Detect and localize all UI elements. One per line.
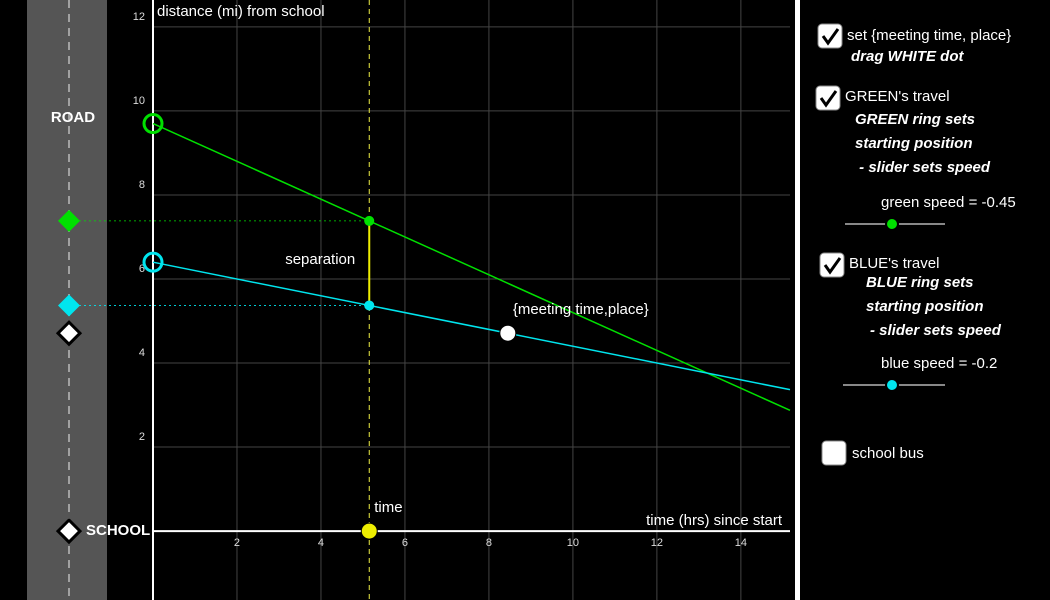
green-point [364,215,375,226]
hint: - slider sets speed [855,159,991,176]
checkbox-label[interactable]: set {meeting time, place} [847,27,1011,44]
slider-label: blue speed = -0.2 [881,355,997,372]
time-point[interactable] [360,522,378,540]
checkmark [821,28,840,46]
meeting-marker [55,320,83,347]
meeting-label: {meeting time,place} [513,301,649,318]
panel: set {meeting time, place} drag WHITE dot… [815,23,1016,466]
y-tick-label: 6 [139,263,145,275]
checkbox[interactable] [815,85,841,111]
hint: - slider sets speed [870,322,1002,339]
x-tick-label: 12 [651,537,663,549]
school-label: SCHOOL [86,522,150,539]
y-tick-label: 12 [133,11,145,23]
blue-point [364,300,375,311]
x-tick-label: 2 [234,537,240,549]
slider-knob[interactable] [885,378,899,392]
y-tick-label: 4 [139,347,145,359]
slider-knob[interactable] [885,217,899,231]
divider [795,0,800,600]
checkbox[interactable] [819,252,845,278]
checkbox-box [821,440,847,466]
x-tick-label: 4 [318,537,324,549]
x-tick-label: 14 [735,537,747,549]
checkbox[interactable] [817,23,843,49]
hint: starting position [855,135,973,152]
slider-label: green speed = -0.45 [881,194,1016,211]
green-line [152,122,791,412]
green-ring [142,113,164,135]
school-marker [55,517,83,545]
y-tick-label: 8 [139,179,145,191]
y-tick-label: 2 [139,431,145,443]
x-tick-label: 8 [486,537,492,549]
hint: BLUE ring sets [866,274,974,291]
x-tick-label: 6 [402,537,408,549]
checkbox-box [817,23,843,49]
checkbox-label[interactable]: school bus [852,445,924,462]
green-marker [58,209,80,232]
checkbox-box [815,85,841,111]
hint: GREEN ring sets [855,111,975,128]
road-label: ROAD [51,109,95,126]
y-axis-label: distance (mi) from school [157,3,325,20]
checkmark [823,257,842,275]
blue-ring [142,251,164,273]
checkmark [819,90,838,108]
checkbox[interactable] [821,440,847,466]
blue-line [152,261,791,391]
y-tick-label: 10 [133,95,145,107]
time-label: time [374,499,402,516]
x-axis-label: time (hrs) since start [646,512,783,529]
blue-marker [58,294,80,317]
checkbox-label[interactable]: BLUE's travel [849,255,939,272]
hint: starting position [866,298,984,315]
x-tick-label: 10 [567,537,579,549]
meeting-point[interactable] [499,324,517,342]
separation-label: separation [285,251,355,268]
graph: 2 4 6 8 10 12 14 2 4 6 8 10 12 distance (mi) from sch… [55,0,791,600]
hint: drag WHITE dot [851,48,964,65]
checkbox-box [819,252,845,278]
checkbox-label[interactable]: GREEN's travel [845,88,950,105]
